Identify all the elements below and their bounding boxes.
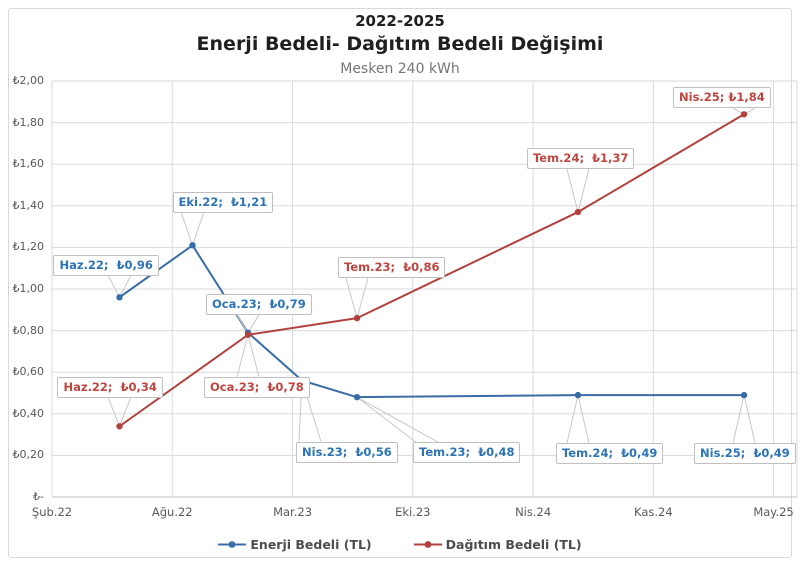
chart-title-years: 2022-2025 [355, 12, 445, 30]
y-axis-tick-label: ₺1,80 [12, 115, 45, 129]
leader-line [236, 314, 249, 333]
data-label: Haz.22; ₺0,96 [53, 255, 159, 277]
data-point-marker [574, 391, 582, 399]
leader-line [356, 277, 369, 319]
y-axis-tick-label: ₺- [33, 490, 44, 503]
y-axis-tick-label: ₺1,20 [12, 240, 45, 254]
data-label: Tem.24; ₺0,49 [555, 443, 664, 465]
data-point-marker [116, 294, 123, 301]
data-label: Nis.25; ₺1,84 [673, 87, 771, 109]
data-label: Nis.25; ₺0,49 [694, 443, 796, 465]
leader-line [743, 394, 756, 444]
data-label: Haz.22; ₺0,34 [57, 377, 163, 399]
x-axis-tick-label: Kas.24 [634, 505, 673, 519]
legend: Enerji Bedeli (TL) Dağıtım Bedeli (TL) [0, 537, 800, 552]
legend-item-enerji-bedeli: Enerji Bedeli (TL) [218, 537, 372, 552]
leader-line [119, 398, 131, 427]
legend-marker-dagitim-icon [413, 541, 442, 548]
leader-line [566, 394, 579, 444]
legend-marker-enerji-icon [218, 541, 247, 548]
leader-line [108, 398, 120, 427]
leader-line [192, 213, 204, 246]
x-axis-tick-label: May.25 [753, 505, 794, 519]
x-axis-tick-label: Ağu.22 [151, 505, 193, 519]
leader-line [732, 394, 745, 444]
chart-subtitle: Mesken 240 kWh [340, 61, 460, 77]
data-label: Oca.23; ₺0,79 [206, 293, 312, 315]
y-axis-tick-label: ₺1,40 [12, 198, 45, 212]
y-axis-tick-label: ₺2,00 [12, 74, 45, 87]
data-point-marker [189, 242, 196, 249]
data-label: Tem.23; ₺0,48 [413, 442, 521, 464]
x-axis-tick-label: Mar.23 [273, 505, 313, 519]
y-axis-tick-label: ₺0,40 [12, 406, 45, 420]
data-point-marker [353, 393, 361, 401]
leader-line [577, 394, 590, 444]
leader-line [356, 396, 417, 443]
y-axis-tick-label: ₺0,60 [12, 365, 45, 379]
legend-label-dagitim: Dağıtım Bedeli (TL) [445, 537, 582, 552]
x-axis-tick-label: Şub.22 [31, 505, 73, 519]
data-point-marker [244, 331, 252, 338]
x-axis-tick-label: Eki.23 [395, 505, 431, 519]
leader-line [356, 396, 439, 443]
data-label: Tem.23; ₺0,86 [338, 257, 446, 279]
data-point-marker [116, 423, 123, 430]
leader-line [247, 334, 260, 377]
y-axis-tick-label: ₺0,80 [12, 323, 45, 337]
y-axis-tick-label: ₺1,60 [12, 157, 45, 171]
x-axis-tick-label: Nis.24 [515, 505, 552, 519]
data-label: Tem.24; ₺1,37 [526, 148, 635, 170]
data-label: Oca.23; ₺0,78 [204, 376, 310, 398]
leader-line [236, 334, 249, 377]
data-point-marker [574, 208, 582, 216]
leader-line [566, 168, 579, 213]
leader-line [181, 213, 193, 246]
data-point-marker [740, 111, 748, 118]
leader-line [247, 314, 260, 333]
data-label: Nis.23; ₺0,56 [296, 441, 398, 463]
leader-line [119, 276, 131, 298]
data-point-marker [740, 391, 748, 399]
legend-item-dagitim-bedeli: Dağıtım Bedeli (TL) [413, 537, 582, 552]
leader-line [577, 168, 590, 213]
legend-label-enerji: Enerji Bedeli (TL) [250, 537, 372, 552]
y-axis-tick-label: ₺0,20 [12, 448, 45, 462]
leader-line [108, 276, 120, 298]
leader-line [345, 277, 358, 319]
chart-title-main: Enerji Bedeli- Dağıtım Bedeli Değişimi [196, 33, 604, 55]
y-axis-tick-label: ₺1,00 [12, 282, 45, 295]
chart-border [8, 8, 792, 558]
data-label: Eki.22; ₺1,21 [172, 192, 274, 214]
data-point-marker [353, 314, 361, 322]
